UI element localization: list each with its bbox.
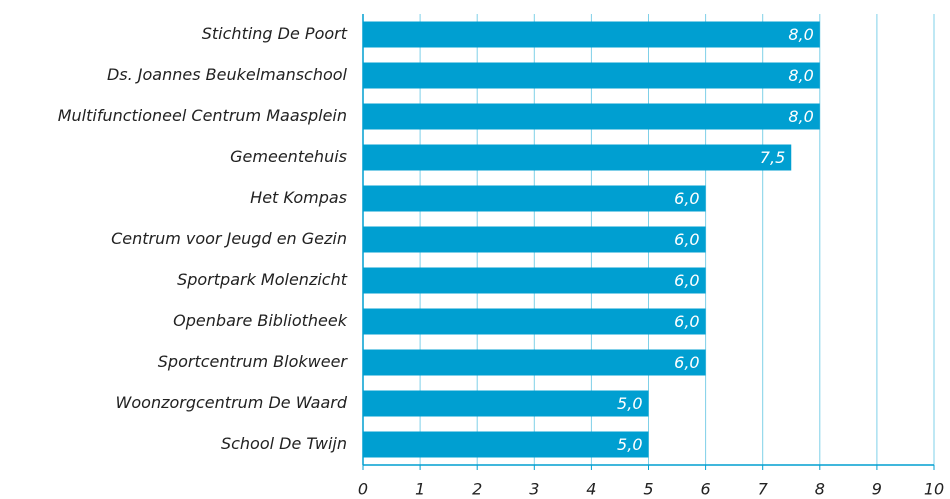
y-tick-label: Sportpark Molenzicht <box>177 270 348 289</box>
bar <box>363 308 706 335</box>
value-label: 6,0 <box>674 271 699 290</box>
bar <box>363 185 706 212</box>
value-label: 6,0 <box>674 230 699 249</box>
value-label: 6,0 <box>674 353 699 372</box>
bar <box>363 349 706 376</box>
x-tick-label: 8 <box>815 480 825 499</box>
bar <box>363 431 649 458</box>
x-tick-label: 5 <box>643 480 653 499</box>
x-tick-label: 3 <box>529 480 539 499</box>
value-label: 6,0 <box>674 189 699 208</box>
y-tick-label: Het Kompas <box>250 188 347 207</box>
value-label: 6,0 <box>674 312 699 331</box>
y-tick-label: Gemeentehuis <box>230 147 347 166</box>
y-tick-label: Centrum voor Jeugd en Gezin <box>111 229 347 248</box>
value-label: 8,0 <box>788 66 813 85</box>
bar <box>363 144 792 171</box>
value-label: 7,5 <box>760 148 785 167</box>
x-tick-label: 10 <box>924 480 944 499</box>
value-label: 8,0 <box>788 107 813 126</box>
bar <box>363 390 649 417</box>
x-tick-label: 0 <box>358 480 368 499</box>
y-tick-label: Sportcentrum Blokweer <box>158 352 349 371</box>
y-tick-label: Woonzorgcentrum De Waard <box>116 393 348 412</box>
x-tick-label: 6 <box>701 480 711 499</box>
y-tick-label: Openbare Bibliotheek <box>173 311 348 330</box>
x-tick-label: 2 <box>472 480 482 499</box>
x-tick-label: 7 <box>758 480 769 499</box>
bar <box>363 103 820 130</box>
y-tick-label: Stichting De Poort <box>202 24 348 43</box>
y-tick-label: Ds. Joannes Beukelmanschool <box>107 65 348 84</box>
bar <box>363 62 820 89</box>
bar <box>363 21 820 48</box>
value-label: 5,0 <box>617 435 642 454</box>
value-label: 5,0 <box>617 394 642 413</box>
y-tick-label: School De Twijn <box>221 434 347 453</box>
bar <box>363 226 706 253</box>
y-tick-label: Multifunctioneel Centrum Maasplein <box>58 106 347 125</box>
x-tick-label: 4 <box>586 480 596 499</box>
x-tick-label: 9 <box>872 480 882 499</box>
x-tick-label: 1 <box>415 480 425 499</box>
bar <box>363 267 706 294</box>
value-label: 8,0 <box>788 25 813 44</box>
